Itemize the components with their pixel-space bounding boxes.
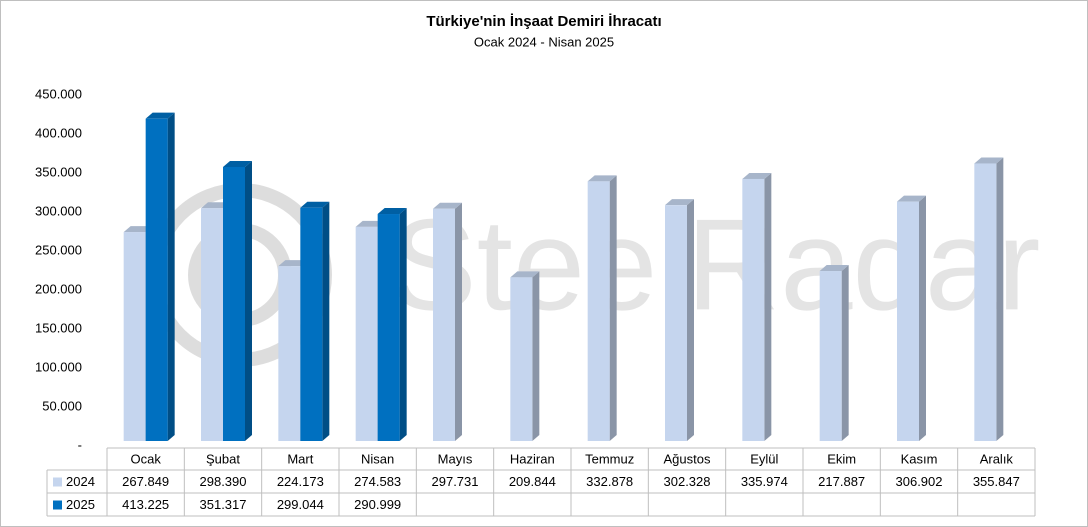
y-tick-label: 200.000 <box>35 281 82 296</box>
bar-side <box>167 112 175 441</box>
x-tick-label: Ocak <box>130 451 161 466</box>
bar-side <box>322 201 330 441</box>
x-tick-label: Ekim <box>827 451 856 466</box>
bar-top <box>897 195 926 202</box>
y-tick-label: 350.000 <box>35 164 82 179</box>
x-tick-label: Şubat <box>206 451 240 466</box>
bar-top <box>355 220 385 227</box>
watermark: SteelRadar <box>390 191 1040 337</box>
bar-top <box>433 202 462 209</box>
table-value: 217.887 <box>818 474 865 489</box>
table-value: 224.173 <box>277 474 324 489</box>
bar <box>433 208 455 441</box>
bar-top <box>201 202 230 209</box>
bar-top <box>278 260 308 267</box>
x-tick-label: Eylül <box>750 451 778 466</box>
table-value: 302.328 <box>664 474 711 489</box>
table-value: 332.878 <box>586 474 633 489</box>
bar <box>223 166 245 442</box>
table-value: 298.390 <box>200 474 247 489</box>
y-tick-label: 450.000 <box>35 86 82 101</box>
bar <box>201 208 223 441</box>
x-tick-label: Nisan <box>361 451 394 466</box>
table-value: 290.999 <box>354 497 401 512</box>
bar-side <box>841 265 849 441</box>
x-tick-label: Ağustos <box>664 451 711 466</box>
table-value: 413.225 <box>122 497 169 512</box>
bar-side <box>609 175 617 441</box>
bar-side <box>996 157 1004 442</box>
bar-top <box>145 112 175 119</box>
y-tick-label: 400.000 <box>35 125 82 140</box>
legend-label: 2025 <box>66 497 95 512</box>
x-tick-label: Mayıs <box>438 451 473 466</box>
y-tick-label: 250.000 <box>35 242 82 257</box>
y-tick-label: 50.000 <box>42 398 82 413</box>
bar-side <box>245 160 252 442</box>
y-tick-label: 300.000 <box>35 203 82 218</box>
bar <box>123 232 146 441</box>
bar-top <box>223 160 252 167</box>
x-tick-label: Temmuz <box>585 451 634 466</box>
chart-title: Türkiye'nin İnşaat Demiri İhracatı <box>426 13 661 30</box>
y-tick-label: 100.000 <box>35 359 82 374</box>
bar-top <box>819 265 849 272</box>
table-value: 299.044 <box>277 497 324 512</box>
bar <box>300 207 323 441</box>
bar-side <box>919 195 926 441</box>
bar <box>377 214 400 441</box>
legend-key <box>53 477 62 487</box>
bar <box>897 201 919 441</box>
legend-key <box>53 500 62 510</box>
table-value: 306.902 <box>896 474 943 489</box>
chart-subtitle: Ocak 2024 - Nisan 2025 <box>474 34 614 49</box>
bar <box>819 271 842 441</box>
table-value: 267.849 <box>122 474 169 489</box>
table-value: 351.317 <box>200 497 247 512</box>
y-tick-label: - <box>78 437 82 452</box>
bar <box>510 277 533 441</box>
bar-top <box>665 199 694 206</box>
bar <box>278 266 301 441</box>
bar-side <box>532 271 540 441</box>
x-tick-label: Haziran <box>510 451 555 466</box>
bar <box>355 226 378 441</box>
bar <box>587 181 610 441</box>
x-tick-label: Aralık <box>980 451 1014 466</box>
bar-top <box>300 201 330 208</box>
table-value: 355.847 <box>973 474 1020 489</box>
bar-side <box>687 199 694 441</box>
table-value: 274.583 <box>354 474 401 489</box>
y-tick-label: 150.000 <box>35 320 82 335</box>
bar-top <box>510 271 540 278</box>
bar-top <box>742 172 772 179</box>
bar-side <box>399 208 407 441</box>
x-tick-label: Mart <box>287 451 313 466</box>
legend-label: 2024 <box>66 474 95 489</box>
bar-top <box>123 226 153 233</box>
bar-side <box>764 172 772 441</box>
x-tick-label: Kasım <box>901 451 938 466</box>
table-value: 335.974 <box>741 474 788 489</box>
table-value: 209.844 <box>509 474 556 489</box>
bar <box>974 163 997 442</box>
table-value: 297.731 <box>432 474 479 489</box>
bar-top <box>377 208 407 215</box>
bar <box>145 118 168 441</box>
bar-side <box>455 202 462 441</box>
bar-top <box>587 175 617 182</box>
bar-top <box>974 157 1004 164</box>
bar <box>665 205 687 441</box>
bar <box>742 178 765 441</box>
